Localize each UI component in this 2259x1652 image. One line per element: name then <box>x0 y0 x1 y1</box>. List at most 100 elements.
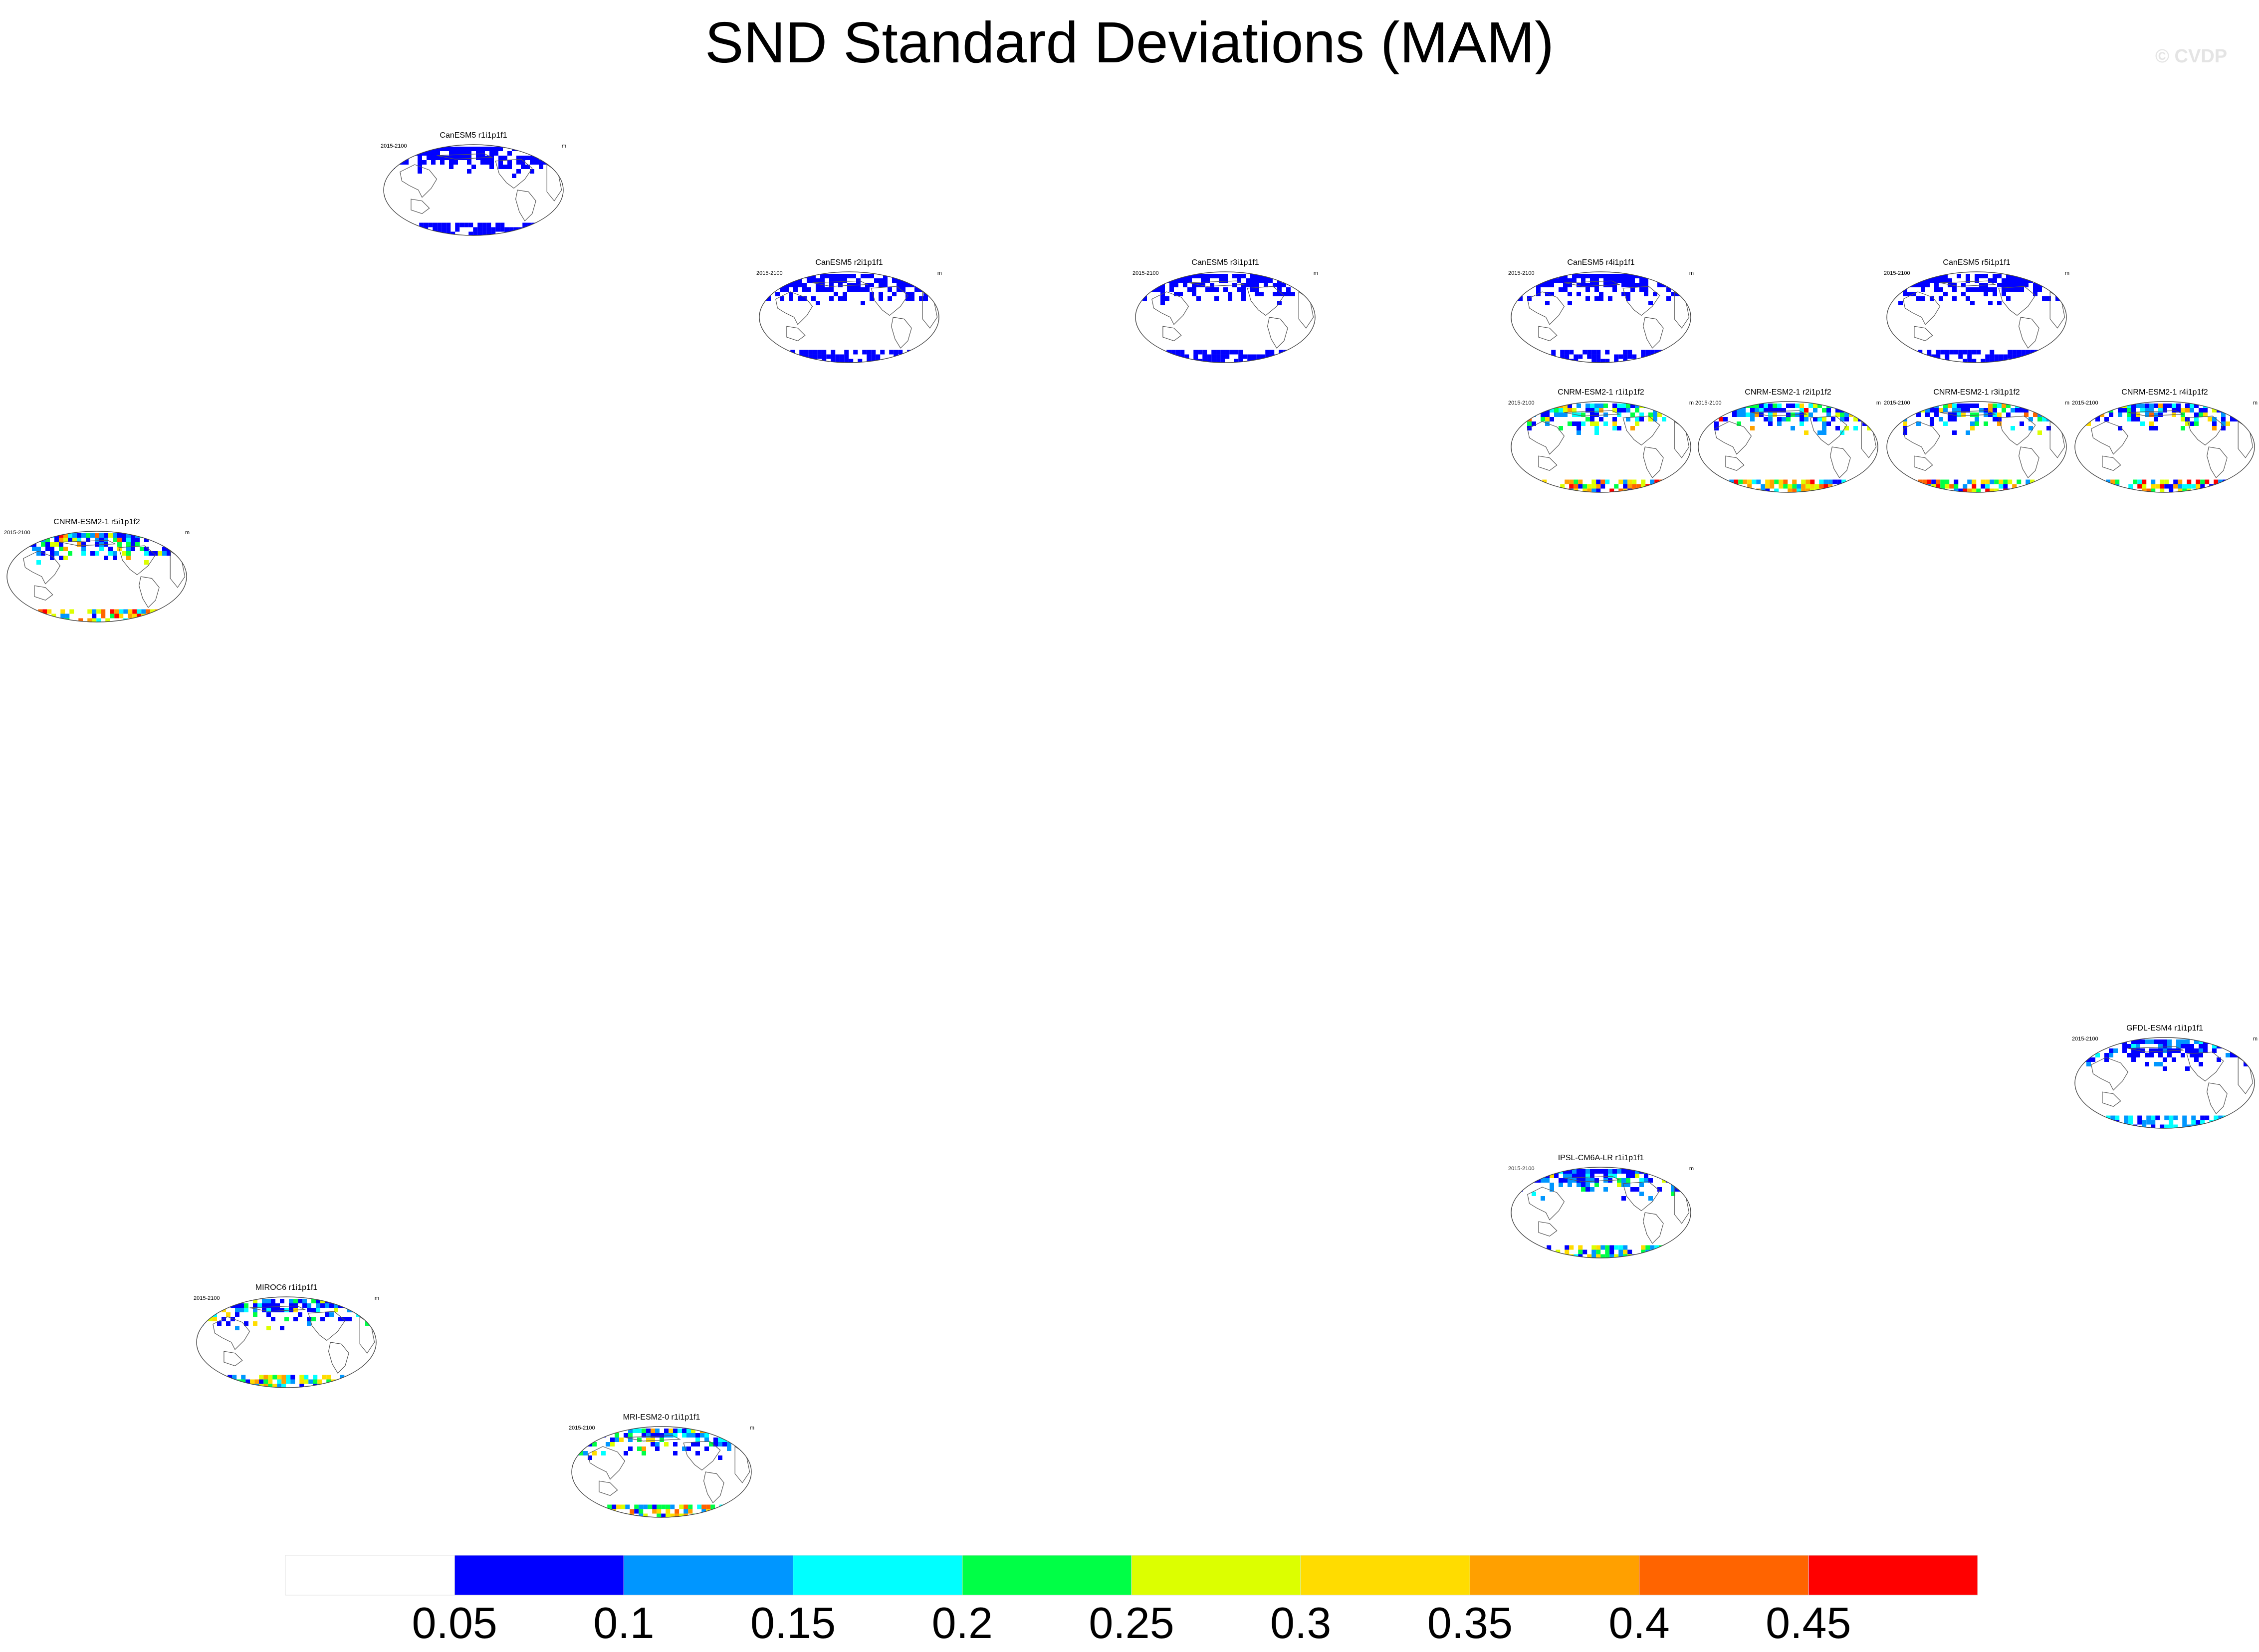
map-frame <box>759 271 939 363</box>
colorbar-tick-label: 0.45 <box>1766 1598 1851 1648</box>
coastline <box>1267 317 1288 349</box>
coastline <box>1642 446 1664 478</box>
coastline <box>1247 286 1285 316</box>
coastline <box>2091 1057 2129 1091</box>
colorbar-tick-label: 0.3 <box>1270 1598 1331 1648</box>
coastline <box>2186 1051 2224 1082</box>
coastline <box>495 159 533 189</box>
coastline <box>1527 421 1565 455</box>
coastline <box>1940 280 1997 287</box>
coastline <box>1940 410 1997 416</box>
coastline <box>1714 421 1752 455</box>
coastline <box>2186 415 2224 446</box>
coastline <box>1622 415 1660 446</box>
colorbar-tick-label: 0.2 <box>932 1598 993 1648</box>
panel-units: m <box>1876 400 1881 406</box>
panel-period: 2015-2100 <box>1884 270 1910 276</box>
panel-period: 2015-2100 <box>2072 400 2098 406</box>
map-frame <box>1511 1167 1691 1258</box>
colorbar-bin <box>1639 1555 1809 1596</box>
panel-units: m <box>2065 400 2069 406</box>
panel-title: MIROC6 r1i1p1f1 <box>255 1283 318 1292</box>
coastline <box>2091 421 2129 455</box>
coastline <box>786 326 806 341</box>
panel-period: 2015-2100 <box>1132 270 1159 276</box>
map-frame <box>196 1296 377 1388</box>
panel-units: m <box>1689 1166 1694 1172</box>
colorbar-tick-label: 0.05 <box>412 1598 497 1648</box>
colorbar-bin <box>793 1555 963 1596</box>
coastline <box>2128 1046 2185 1052</box>
panel-units: m <box>562 143 566 149</box>
colorbar-bin <box>1469 1555 1640 1596</box>
colorbar-bin <box>454 1555 624 1596</box>
map-panel: CNRM-ESM2-1 r2i1p1f2 2015-2100 m <box>1695 388 1881 493</box>
colorbar-tick-label: 0.35 <box>1427 1598 1513 1648</box>
coastline <box>515 190 536 221</box>
panel-title: CNRM-ESM2-1 r3i1p1f2 <box>1933 388 2020 397</box>
panel-period: 2015-2100 <box>4 530 30 536</box>
map-frame <box>6 531 187 622</box>
panel-period: 2015-2100 <box>1884 400 1910 406</box>
coastline <box>1564 280 1621 287</box>
map-panel: CanESM5 r5i1p1f1 2015-2100 m <box>1884 258 2069 363</box>
coastline <box>1527 291 1565 325</box>
map-panel: GFDL-ESM4 r1i1p1f1 2015-2100 m <box>2072 1024 2258 1129</box>
panel-title: CNRM-ESM2-1 r5i1p1f2 <box>53 518 140 526</box>
coastline <box>775 291 813 325</box>
colorbar-bin <box>285 1555 455 1596</box>
coastline <box>138 576 160 608</box>
coastline <box>2128 410 2185 416</box>
coastline <box>224 1351 243 1366</box>
panel-units: m <box>2065 270 2069 276</box>
coastline <box>599 1480 618 1496</box>
coastline <box>625 1435 681 1442</box>
panel-title: CanESM5 r3i1p1f1 <box>1191 258 1259 267</box>
coastline <box>34 585 53 601</box>
panel-period: 2015-2100 <box>569 1425 595 1431</box>
coastline <box>1751 410 1808 416</box>
panel-title: CanESM5 r2i1p1f1 <box>815 258 883 267</box>
panel-period: 2015-2100 <box>1508 400 1535 406</box>
coastline <box>703 1471 724 1503</box>
coastline <box>1188 280 1245 287</box>
panel-units: m <box>2253 400 2258 406</box>
panel-units: m <box>1314 270 1318 276</box>
panel-title: IPSL-CM6A-LR r1i1p1f1 <box>1558 1154 1644 1162</box>
coastline <box>1914 455 1933 471</box>
map-frame <box>1135 271 1316 363</box>
colorbar-tick-label: 0.1 <box>593 1598 654 1648</box>
panel-period: 2015-2100 <box>1508 1166 1535 1172</box>
coastline <box>1151 291 1189 325</box>
map-frame <box>2074 401 2255 493</box>
coastline <box>2206 446 2228 478</box>
coastline <box>23 551 61 585</box>
coastline <box>60 540 117 546</box>
map-frame <box>1886 401 2067 493</box>
panel-title: CNRM-ESM2-1 r2i1p1f2 <box>1745 388 1831 397</box>
coastline <box>213 1316 250 1350</box>
colorbar-bin <box>1808 1555 1978 1596</box>
coastline <box>1564 410 1621 416</box>
panel-title: GFDL-ESM4 r1i1p1f1 <box>2126 1024 2203 1032</box>
panel-period: 2015-2100 <box>1695 400 1722 406</box>
coastline <box>1527 1187 1565 1221</box>
coastline <box>249 1305 306 1312</box>
map-frame <box>1511 401 1691 493</box>
coastline <box>1538 326 1558 341</box>
colorbar-tick-label: 0.15 <box>750 1598 836 1648</box>
panel-title: CanESM5 r4i1p1f1 <box>1567 258 1634 267</box>
panel-period: 2015-2100 <box>1508 270 1535 276</box>
panel-title: CanESM5 r5i1p1f1 <box>1943 258 2010 267</box>
colorbar-bin <box>962 1555 1132 1596</box>
panel-units: m <box>937 270 942 276</box>
coastline <box>1538 1221 1558 1237</box>
map-panel: MRI-ESM2-0 r1i1p1f1 2015-2100 m <box>569 1413 754 1518</box>
map-frame <box>571 1426 752 1518</box>
coastline <box>437 153 493 160</box>
coastline <box>891 317 912 349</box>
coastline <box>1622 286 1660 316</box>
panel-units: m <box>375 1295 379 1301</box>
coastline <box>1914 326 1933 341</box>
